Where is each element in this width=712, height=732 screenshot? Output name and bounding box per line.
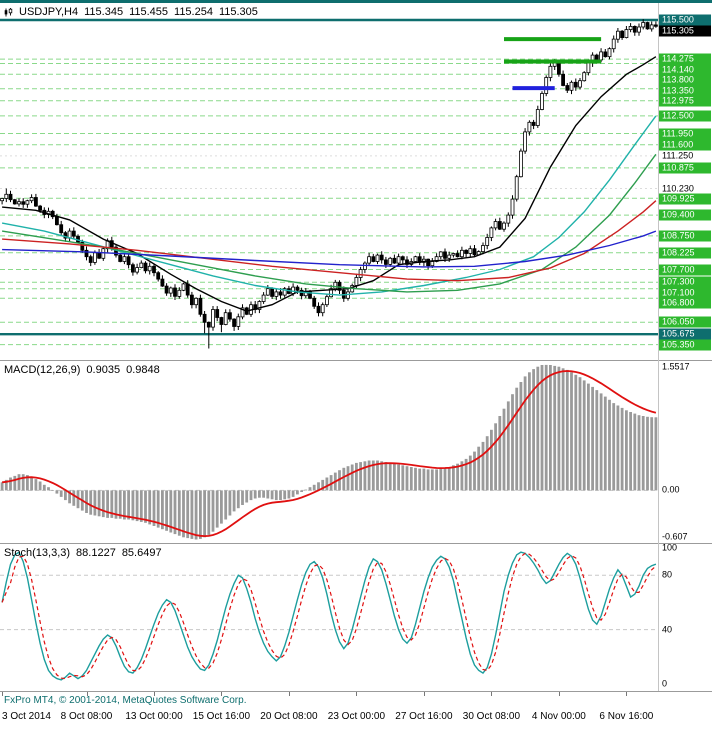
price-axis-label: 111.950 (659, 128, 711, 139)
macd-plot[interactable] (0, 361, 658, 543)
price-axis-label: 106.800 (659, 297, 711, 309)
macd-indicator-label: MACD(12,26,9) (4, 364, 81, 376)
time-axis-label: 15 Oct 16:00 (192, 711, 251, 722)
price-axis-label: 114.140 (659, 64, 711, 76)
macd-histogram (0, 364, 658, 540)
ma-line-slower-red[interactable] (2, 200, 657, 282)
stochastic-panel: Stoch(13,3,3) 88.1227 85.6497 100 80 40 0 (0, 542, 712, 691)
chart-header: USDJPY,H4 115.345 115.455 115.254 115.30… (4, 6, 258, 18)
price-axis-label: 113.350 (659, 85, 711, 97)
time-axis-label: 4 Nov 00:00 (531, 711, 586, 722)
stoch-header: Stoch(13,3,3) 88.1227 85.6497 (4, 547, 162, 559)
macd-axis-label: 1.5517 (662, 361, 690, 372)
bar-close-value: 115.305 (218, 6, 258, 18)
time-axis-label: 30 Oct 08:00 (462, 711, 521, 722)
price-axis-label: 109.400 (659, 209, 711, 221)
stoch-d-value: 85.6497 (121, 547, 162, 559)
bar-open-value: 115.345 (84, 6, 124, 18)
stoch-axis-label: 40 (662, 624, 673, 635)
symbol-period-label: USDJPY,H4 (19, 6, 79, 18)
price-axis-label: 107.700 (659, 264, 711, 275)
bar-low-value: 115.254 (174, 6, 213, 18)
price-axis-label: 106.050 (659, 316, 711, 328)
price-axis-label: 110.230 (662, 183, 694, 193)
price-axis-label: 111.600 (659, 139, 711, 151)
ma-line-fast-black[interactable] (2, 56, 657, 312)
stoch-value-axis[interactable]: 100 80 40 0 (659, 542, 712, 691)
time-axis-label: 13 Oct 00:00 (125, 711, 183, 722)
stoch-axis-label: 0 (662, 678, 668, 689)
price-axis-label: 107.100 (659, 287, 711, 299)
time-axis[interactable]: FxPro MT4, © 2001-2014, MetaQuotes Softw… (0, 692, 712, 732)
macd-value-axis[interactable]: 1.5517 0.00 -0.607 (659, 361, 712, 543)
price-axis-label: 111.250 (662, 150, 694, 161)
price-axis-label: 105.350 (659, 339, 711, 351)
price-axis-label: 110.875 (659, 162, 711, 174)
macd-axis-label: -0.607 (662, 531, 688, 542)
stoch-axis-label: 80 (662, 569, 673, 580)
stoch-k-line[interactable] (1, 551, 657, 681)
price-axis-label: 115.305 (659, 25, 711, 36)
time-tick (356, 692, 358, 696)
ma-line-slowest-blue[interactable] (2, 230, 657, 268)
time-tick (558, 692, 560, 696)
time-axis-divider[interactable] (0, 691, 712, 692)
time-tick (626, 692, 628, 696)
stochastic-plot[interactable] (0, 544, 658, 691)
time-tick (86, 692, 88, 696)
price-axis-label: 108.750 (659, 230, 711, 242)
time-axis-label: 27 Oct 16:00 (395, 711, 453, 722)
time-axis-label: 23 Oct 00:00 (327, 711, 386, 722)
time-axis-label: 6 Nov 16:00 (599, 711, 654, 722)
time-tick (423, 692, 425, 696)
macd-signal-value: 0.9848 (126, 364, 160, 376)
price-axis-label: 107.300 (659, 276, 711, 288)
time-tick (221, 692, 223, 696)
candlestick-plot[interactable] (0, 3, 658, 360)
main-price-axis[interactable]: 115.500 115.305 114.275 114.140 113.800 113.3… (659, 3, 712, 360)
copyright-text: FxPro MT4, © 2001-2014, MetaQuotes Softw… (4, 695, 247, 706)
price-axis-label: 112.975 (659, 95, 711, 107)
time-axis-label: 8 Oct 08:00 (60, 711, 113, 722)
macd-panel: MACD(12,26,9) 0.9035 0.9848 1.5517 0.00 -0… (0, 361, 712, 543)
time-axis-label: 20 Oct 08:00 (260, 711, 318, 722)
time-tick (491, 692, 493, 696)
candlestick-icon (4, 7, 13, 17)
macd-main-value: 0.9035 (86, 364, 121, 376)
price-axis-label: 114.275 (659, 53, 711, 65)
price-axis-label: 112.500 (659, 110, 711, 122)
price-axis-separator (658, 3, 659, 691)
candles (0, 19, 658, 349)
time-axis-label: 3 Oct 2014 (2, 711, 51, 722)
stoch-axis-label: 100 (662, 542, 678, 553)
main-chart-panel: USDJPY,H4 115.345 115.455 115.254 115.30… (0, 3, 712, 360)
stoch-indicator-label: Stoch(13,3,3) (4, 547, 71, 559)
price-axis-label: 113.800 (659, 74, 711, 86)
bar-high-value: 115.455 (129, 6, 169, 18)
price-axis-label: 115.500 (659, 14, 711, 26)
ma-line-slow-green[interactable] (1, 153, 657, 293)
macd-header: MACD(12,26,9) 0.9035 0.9848 (4, 364, 160, 376)
macd-signal-line[interactable] (1, 370, 657, 538)
time-tick (288, 692, 290, 696)
price-axis-label: 105.675 (659, 328, 711, 340)
panel-divider[interactable] (0, 543, 712, 544)
panel-divider[interactable] (0, 360, 712, 361)
time-tick (154, 692, 155, 696)
ma-line-medium-teal[interactable] (1, 115, 657, 296)
stoch-k-value: 88.1227 (76, 547, 116, 559)
price-axis-label: 108.225 (659, 247, 711, 259)
macd-axis-label: 0.00 (662, 484, 680, 495)
price-axis-label: 109.925 (659, 193, 711, 205)
stoch-d-line[interactable] (1, 552, 657, 680)
time-tick (2, 692, 4, 696)
